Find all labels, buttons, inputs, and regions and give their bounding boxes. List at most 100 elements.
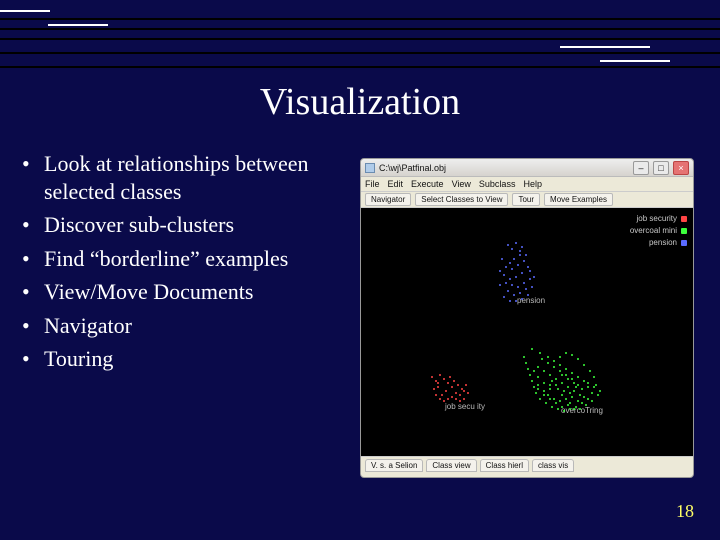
- data-point: [579, 394, 581, 396]
- data-point: [543, 390, 545, 392]
- data-point: [571, 354, 573, 356]
- data-point: [537, 388, 539, 390]
- minimize-button[interactable]: –: [633, 161, 649, 175]
- app-icon: [365, 163, 375, 173]
- toolbar-button[interactable]: Navigator: [365, 193, 411, 206]
- data-point: [519, 254, 521, 256]
- data-point: [519, 250, 521, 252]
- data-point: [561, 382, 563, 384]
- close-button[interactable]: ×: [673, 161, 689, 175]
- menu-item[interactable]: File: [365, 179, 380, 189]
- data-point: [559, 370, 561, 372]
- data-point: [563, 410, 565, 412]
- data-point: [531, 286, 533, 288]
- menu-item[interactable]: Subclass: [479, 179, 516, 189]
- data-point: [587, 398, 589, 400]
- menu-item[interactable]: View: [452, 179, 471, 189]
- data-point: [537, 366, 539, 368]
- data-point: [573, 390, 575, 392]
- data-point: [527, 266, 529, 268]
- data-point: [513, 258, 515, 260]
- menu-item[interactable]: Help: [523, 179, 542, 189]
- data-point: [523, 260, 525, 262]
- deco-white-line: [600, 60, 670, 62]
- data-point: [441, 394, 443, 396]
- data-point: [565, 352, 567, 354]
- maximize-button[interactable]: □: [653, 161, 669, 175]
- data-point: [525, 254, 527, 256]
- data-point: [515, 300, 517, 302]
- data-point: [547, 356, 549, 358]
- data-point: [459, 394, 461, 396]
- toolbar-button[interactable]: Move Examples: [544, 193, 613, 206]
- legend-swatch: [681, 216, 687, 222]
- data-point: [549, 398, 551, 400]
- data-point: [509, 278, 511, 280]
- bullet-item: Touring: [44, 345, 344, 373]
- data-point: [523, 356, 525, 358]
- bottom-tab[interactable]: class vis: [532, 459, 574, 472]
- window-title: C:\wj\Patfinal.obj: [379, 163, 629, 173]
- data-point: [525, 288, 527, 290]
- bottom-tab[interactable]: Class view: [426, 459, 476, 472]
- data-point: [567, 386, 569, 388]
- data-point: [527, 368, 529, 370]
- data-point: [567, 404, 569, 406]
- data-point: [583, 380, 585, 382]
- data-point: [569, 408, 571, 410]
- toolbar: Navigator Select Classes to View Tour Move …: [361, 192, 693, 208]
- data-point: [529, 374, 531, 376]
- data-point: [559, 400, 561, 402]
- data-point: [575, 406, 577, 408]
- bullet-item: Find “borderline” examples: [44, 245, 344, 273]
- legend-row: pension: [649, 238, 687, 247]
- data-point: [565, 374, 567, 376]
- toolbar-button[interactable]: Select Classes to View: [415, 193, 508, 206]
- bottom-tab[interactable]: Class hierl: [480, 459, 529, 472]
- data-point: [557, 388, 559, 390]
- data-point: [437, 382, 439, 384]
- bottom-tab[interactable]: V. s. a Selion: [365, 459, 423, 472]
- data-point: [503, 296, 505, 298]
- deco-black-line: [0, 18, 720, 20]
- deco-white-line: [0, 10, 50, 12]
- data-point: [525, 362, 527, 364]
- page-number: 18: [676, 501, 694, 522]
- data-point: [517, 264, 519, 266]
- titlebar: C:\wj\Patfinal.obj – □ ×: [361, 159, 693, 177]
- data-point: [521, 272, 523, 274]
- menu-item[interactable]: Edit: [388, 179, 404, 189]
- data-point: [549, 374, 551, 376]
- data-point: [585, 404, 587, 406]
- bullet-item: Navigator: [44, 312, 344, 340]
- data-point: [505, 266, 507, 268]
- data-point: [447, 398, 449, 400]
- data-point: [575, 386, 577, 388]
- data-point: [547, 394, 549, 396]
- toolbar-button[interactable]: Tour: [512, 193, 540, 206]
- data-point: [581, 402, 583, 404]
- data-point: [587, 382, 589, 384]
- data-point: [587, 386, 589, 388]
- data-point: [431, 376, 433, 378]
- data-point: [573, 408, 575, 410]
- data-point: [553, 360, 555, 362]
- data-point: [549, 388, 551, 390]
- app-window: C:\wj\Patfinal.obj – □ × File Edit Execute…: [360, 158, 694, 478]
- cluster-label: job secu ity: [445, 402, 485, 411]
- data-point: [463, 390, 465, 392]
- data-point: [501, 258, 503, 260]
- data-point: [519, 292, 521, 294]
- data-point: [549, 384, 551, 386]
- data-point: [507, 290, 509, 292]
- menu-item[interactable]: Execute: [411, 179, 444, 189]
- data-point: [515, 276, 517, 278]
- data-point: [443, 378, 445, 380]
- data-point: [465, 384, 467, 386]
- data-point: [567, 378, 569, 380]
- data-point: [569, 392, 571, 394]
- data-point: [577, 384, 579, 386]
- data-point: [531, 380, 533, 382]
- bottom-tabs: V. s. a SelionClass view Class hierlclass…: [361, 456, 693, 474]
- bullet-list: Look at relationships between selected c…: [44, 150, 344, 379]
